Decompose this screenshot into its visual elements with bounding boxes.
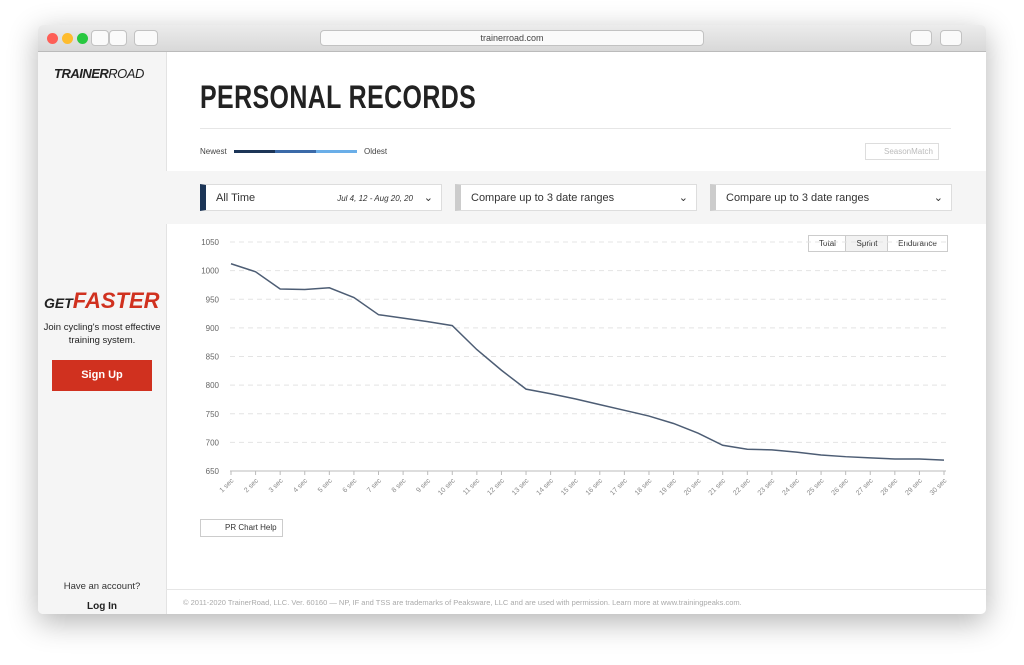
- x-tick-label: 12 sec: [486, 477, 506, 497]
- x-tick-label: 14 sec: [536, 477, 556, 497]
- legend-oldest: Oldest: [364, 147, 388, 156]
- footer: © 2011-2020 TrainerRoad, LLC. Ver. 60160…: [166, 589, 986, 614]
- back[interactable]: [91, 30, 109, 46]
- x-tick-label: 20 sec: [683, 477, 703, 497]
- x-tick-label: 10 sec: [437, 477, 457, 497]
- x-tick-label: 22 sec: [732, 477, 752, 497]
- range-dropdown[interactable]: All Time Jul 4, 12 - Aug 20, 20 ⌄: [200, 184, 442, 211]
- x-tick-label: 9 sec: [415, 477, 432, 494]
- range-dates: Jul 4, 12 - Aug 20, 20: [337, 194, 413, 203]
- pr-line: [230, 263, 945, 461]
- signup-button[interactable]: Sign Up: [52, 360, 152, 391]
- x-tick-label: 21 sec: [708, 477, 728, 497]
- y-tick-label: 650: [206, 467, 220, 476]
- address-bar[interactable]: trainerroad.com: [320, 30, 704, 46]
- x-tick-label: 7 sec: [366, 477, 383, 494]
- chevron: ⌄: [423, 192, 433, 204]
- login-link[interactable]: Log In: [87, 601, 117, 612]
- y-tick-label: 1000: [201, 267, 219, 276]
- x-tick-label: 5 sec: [317, 477, 334, 494]
- promo-faster: FASTER: [72, 288, 160, 313]
- x-tick-label: 1 sec: [219, 477, 236, 494]
- legend-swatch: [275, 150, 316, 153]
- promo-get: GET: [44, 295, 73, 311]
- x-tick-label: 25 sec: [806, 477, 826, 497]
- logo-light: ROAD: [108, 66, 144, 81]
- x-tick-label: 30 sec: [929, 477, 949, 497]
- logo-bold: TRAINER: [54, 66, 109, 81]
- x-tick-label: 27 sec: [855, 477, 875, 497]
- divider: [200, 128, 951, 129]
- y-tick-label: 900: [206, 324, 220, 333]
- x-tick-label: 28 sec: [880, 477, 900, 497]
- compare-dropdown[interactable]: Compare up to 3 date ranges ⌄: [710, 184, 952, 211]
- sidebar-toggle[interactable]: [134, 30, 158, 46]
- x-tick-label: 2 sec: [243, 477, 260, 494]
- y-tick-label: 800: [206, 381, 220, 390]
- x-tick-label: 17 sec: [609, 477, 629, 497]
- forward[interactable]: [109, 30, 127, 46]
- close[interactable]: [47, 33, 58, 44]
- chevron: ⌄: [678, 192, 688, 204]
- account-question: Have an account?: [63, 581, 141, 592]
- logo[interactable]: TRAINERROAD: [54, 66, 144, 81]
- toggle-total[interactable]: Total: [808, 235, 847, 252]
- promo-text: Join cycling's most effective training s…: [43, 322, 161, 346]
- page-title: PERSONAL RECORDS: [200, 79, 477, 115]
- minimize[interactable]: [62, 33, 73, 44]
- x-tick-label: 11 sec: [462, 477, 482, 497]
- compare-label: Compare up to 3 date ranges: [726, 192, 870, 204]
- x-tick-label: 4 sec: [292, 477, 309, 494]
- x-tick-label: 16 sec: [585, 477, 605, 497]
- x-tick-label: 26 sec: [831, 477, 851, 497]
- range-name: All Time: [216, 192, 256, 204]
- toggle-sprint[interactable]: Sprint: [845, 235, 889, 252]
- seasonmatch-checkbox[interactable]: SeasonMatch: [865, 143, 939, 160]
- chevron: ⌄: [933, 192, 943, 204]
- legend-swatch: [234, 150, 275, 153]
- zoom[interactable]: [77, 33, 88, 44]
- legend-swatch: [316, 150, 357, 153]
- x-tick-label: 13 sec: [511, 477, 531, 497]
- x-tick-label: 8 sec: [391, 477, 408, 494]
- sidebar: TRAINERROAD GETFASTER Join cycling's mos…: [38, 52, 167, 614]
- title-bar: trainerroad.com: [38, 25, 986, 52]
- y-tick-label: 950: [206, 295, 220, 304]
- x-tick-label: 6 sec: [342, 477, 359, 494]
- legend-newest: Newest: [200, 147, 227, 156]
- y-tick-label: 750: [206, 410, 220, 419]
- y-tick-label: 1050: [201, 238, 219, 247]
- tabs[interactable]: [940, 30, 962, 46]
- promo-heading: GETFASTER: [44, 288, 160, 314]
- y-tick-label: 700: [206, 438, 220, 447]
- toggle-endurance[interactable]: Endurance: [887, 235, 948, 252]
- x-tick-label: 3 sec: [268, 477, 285, 494]
- x-tick-label: 18 sec: [634, 477, 654, 497]
- help-button[interactable]: PR Chart Help: [200, 519, 283, 537]
- x-tick-label: 23 sec: [757, 477, 777, 497]
- share[interactable]: [910, 30, 932, 46]
- x-tick-label: 24 sec: [781, 477, 801, 497]
- y-tick-label: 850: [206, 353, 220, 362]
- compare-label: Compare up to 3 date ranges: [471, 192, 615, 204]
- x-tick-label: 19 sec: [658, 477, 678, 497]
- compare-dropdown[interactable]: Compare up to 3 date ranges ⌄: [455, 184, 697, 211]
- x-tick-label: 15 sec: [560, 477, 580, 497]
- x-tick-label: 29 sec: [904, 477, 924, 497]
- browser-window: trainerroad.com TRAINERROAD GETFASTER Jo…: [38, 25, 986, 614]
